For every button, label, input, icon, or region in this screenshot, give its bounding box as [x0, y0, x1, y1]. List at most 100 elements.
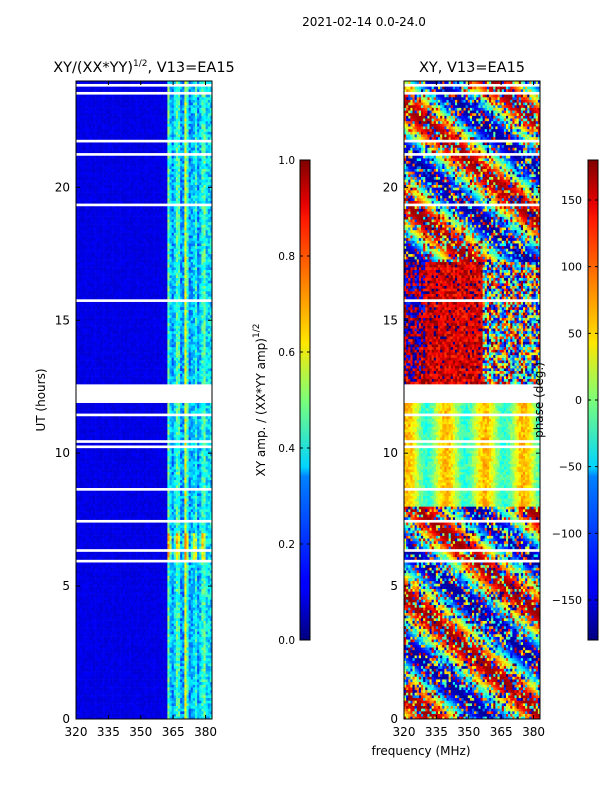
heat-cell: [131, 607, 134, 611]
heat-cell: [186, 697, 189, 701]
heat-cell: [129, 641, 132, 645]
heat-cell: [209, 556, 212, 560]
heat-cell: [178, 620, 181, 624]
heat-cell: [184, 673, 187, 677]
heat-cell: [171, 623, 175, 627]
heat-cell: [165, 588, 168, 592]
heat-cell: [131, 679, 134, 683]
heat-cell: [124, 511, 128, 515]
heat-cell: [173, 679, 177, 683]
heat-cell: [141, 636, 145, 640]
heat-cell: [158, 711, 162, 714]
heat-cell: [182, 705, 185, 709]
heat-cell: [124, 599, 128, 603]
heat-cell: [203, 506, 206, 510]
heat-cell: [167, 713, 170, 717]
heat-cell: [152, 546, 155, 550]
heat-cell: [150, 503, 153, 507]
heat-cell: [99, 522, 102, 526]
heat-cell: [156, 684, 160, 688]
heat-cell: [171, 575, 175, 579]
heat-cell: [163, 716, 166, 719]
heat-cell: [180, 620, 183, 624]
heat-cell: [201, 625, 204, 629]
heat-cell: [207, 687, 211, 691]
heat-cell: [122, 711, 126, 714]
heat-cell: [148, 617, 151, 621]
heat-cell: [190, 636, 194, 640]
heat-cell: [135, 697, 138, 701]
heat-cell: [86, 668, 90, 672]
heat-cell: [90, 562, 94, 566]
heat-cell: [90, 639, 94, 643]
heat-cell: [169, 705, 172, 709]
heat-cell: [190, 689, 194, 693]
heat-cell: [129, 668, 132, 672]
heat-cell: [184, 655, 187, 659]
heat-cell: [178, 572, 181, 576]
heat-cell: [105, 572, 109, 576]
heat-cell: [135, 703, 138, 707]
heat-cell: [133, 703, 136, 707]
heat-cell: [76, 596, 79, 600]
heat-cell: [171, 692, 175, 696]
heat-cell: [120, 649, 124, 653]
heat-cell: [116, 543, 119, 547]
heat-cell: [150, 668, 153, 672]
heat-cell: [129, 644, 132, 648]
heat-cell: [97, 695, 100, 699]
heat-cell: [103, 538, 107, 542]
figure-suptitle: 2021-02-14 0.0-24.0: [302, 15, 426, 29]
heat-cell: [169, 652, 172, 656]
heat-cell: [114, 689, 117, 693]
heat-cell: [139, 665, 143, 669]
heat-cell: [182, 697, 185, 701]
heat-cell: [175, 673, 179, 677]
heat-cell: [93, 716, 96, 719]
heat-cell: [78, 708, 81, 712]
heat-cell: [173, 562, 177, 566]
heat-cell: [112, 511, 115, 515]
heat-cell: [131, 647, 134, 651]
heat-cell: [99, 578, 102, 582]
heat-cell: [209, 708, 212, 712]
heat-cell: [93, 602, 96, 605]
heat-cell: [112, 668, 115, 672]
heat-cell: [84, 647, 87, 651]
heat-cell: [127, 684, 130, 688]
heat-cell: [131, 652, 134, 656]
heat-cell: [114, 572, 117, 576]
heat-cell: [178, 612, 181, 616]
heat-cell: [154, 671, 158, 675]
heat-cell: [110, 655, 113, 659]
heat-cell: [95, 652, 98, 656]
heat-cell: [95, 596, 98, 600]
heat-cell: [114, 604, 117, 608]
heat-cell: [186, 508, 189, 512]
heat-cell: [173, 708, 177, 712]
heat-cell: [195, 615, 198, 619]
heat-cell: [120, 657, 124, 661]
heat-cell: [124, 594, 128, 598]
heat-cell: [120, 535, 124, 539]
heat-cell: [122, 615, 126, 619]
heat-cell: [150, 583, 153, 587]
heat-cell: [197, 540, 200, 544]
heat-cell: [201, 540, 204, 544]
heat-cell: [144, 562, 147, 566]
heat-cell: [84, 506, 87, 510]
heat-cell: [184, 562, 187, 566]
heat-cell: [124, 604, 128, 608]
heat-cell: [95, 551, 98, 555]
heat-cell: [158, 586, 162, 590]
heat-cell: [107, 564, 111, 568]
heat-cell: [165, 532, 168, 536]
heat-cell: [197, 583, 200, 587]
heat-cell: [90, 580, 94, 584]
heat-cell: [175, 540, 179, 544]
heat-cell: [99, 649, 102, 653]
heat-cell: [171, 703, 175, 707]
heat-cell: [173, 580, 177, 584]
heat-cell: [82, 527, 85, 531]
heat-cell: [135, 700, 138, 704]
